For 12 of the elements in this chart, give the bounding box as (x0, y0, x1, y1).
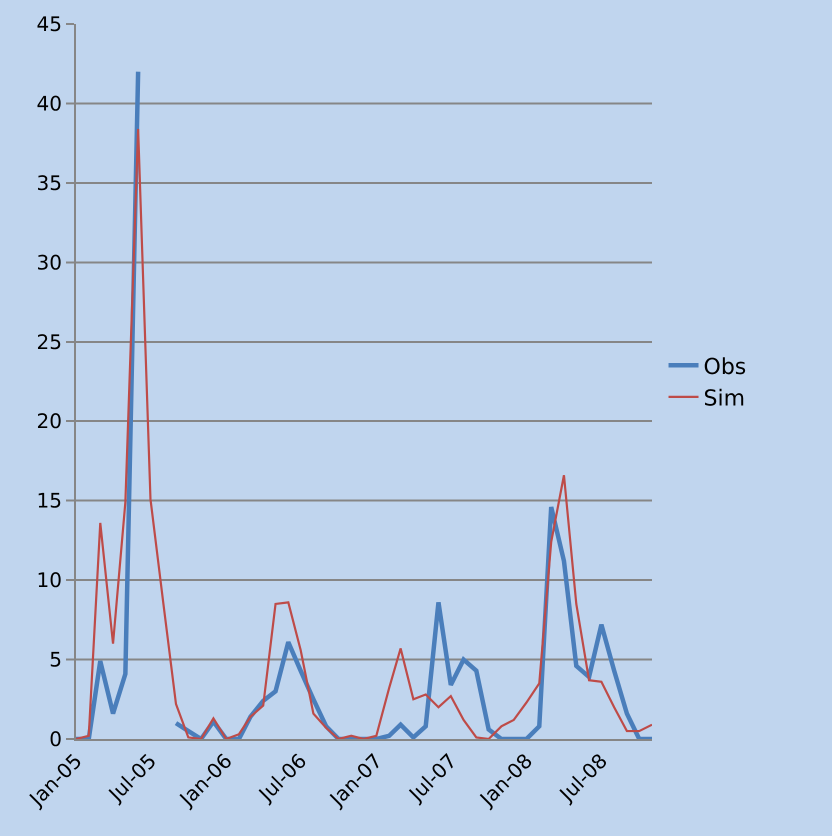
y-tick-label: 5 (49, 648, 62, 672)
y-tick-label: 45 (36, 12, 62, 36)
legend-label: Obs (704, 354, 746, 380)
legend-label: Sim (704, 386, 746, 412)
y-tick-label: 0 (49, 727, 62, 751)
y-tick-label: 20 (36, 409, 62, 434)
y-tick-label: 25 (36, 330, 62, 354)
y-tick-label: 40 (36, 91, 62, 116)
y-tick-label: 15 (36, 488, 62, 513)
y-tick-label: 10 (36, 568, 62, 592)
y-tick-label: 35 (36, 170, 62, 195)
y-tick-label: 30 (36, 250, 62, 274)
